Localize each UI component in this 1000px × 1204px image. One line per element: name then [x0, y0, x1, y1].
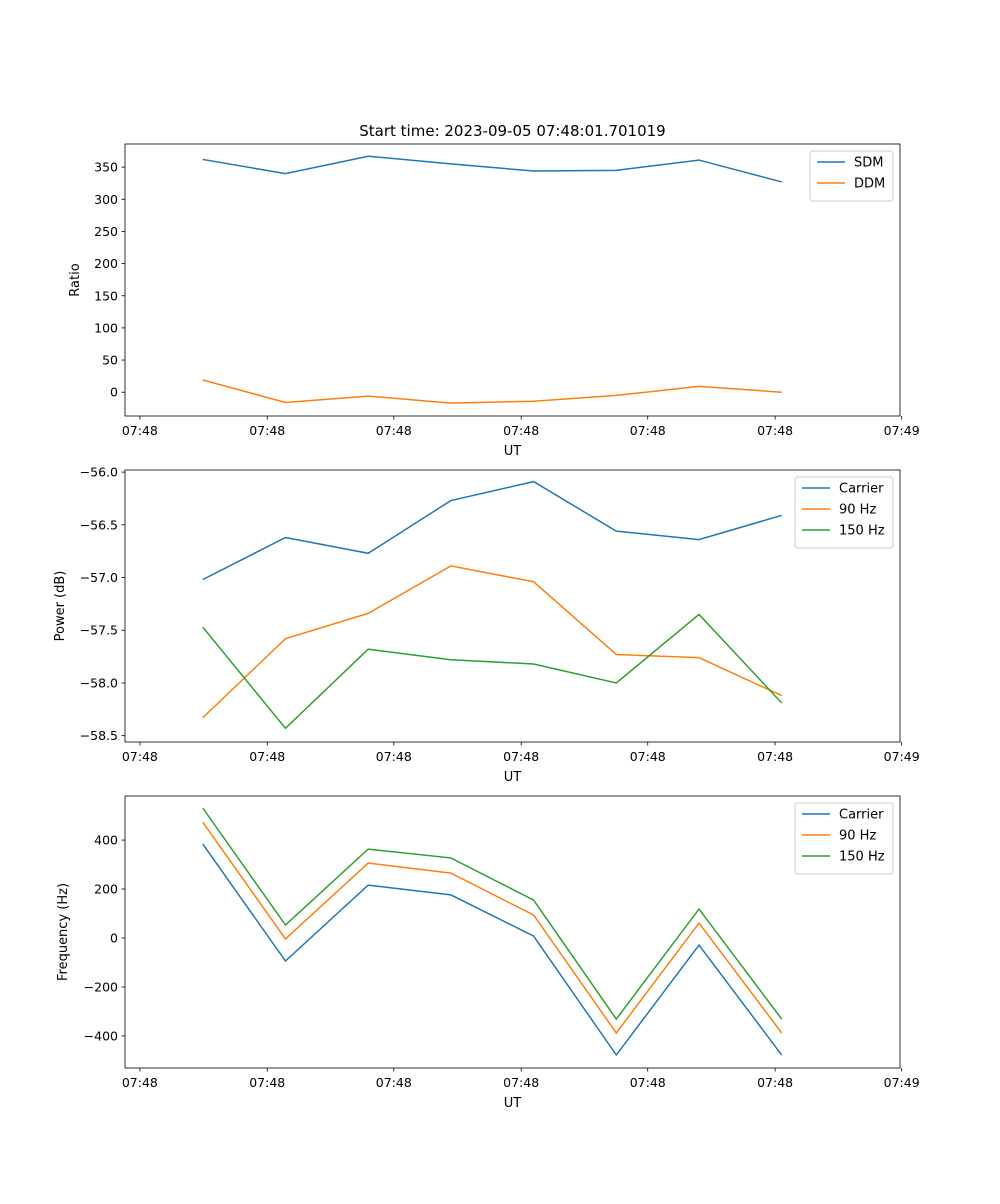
legend-label: 90 Hz — [839, 829, 876, 844]
subplot-3: 07:48 07:48 07:48 07:48 07:48 07:48 07:49 −400 −… — [56, 796, 920, 1111]
subplot-2: 07:48 07:48 07:48 07:48 07:48 07:48 07:49 −58.5… — [53, 465, 920, 785]
legend: Carrier 90 Hz 150 Hz — [795, 477, 893, 548]
series-line-carrier — [203, 482, 782, 580]
y-tick-label: 400 — [94, 833, 118, 848]
series-line-sdm — [203, 156, 782, 182]
y-tick-label: −400 — [84, 1028, 118, 1043]
y-tick-label: 100 — [94, 320, 118, 335]
x-tick-label: 07:48 — [122, 749, 158, 764]
x-tick-label: 07:48 — [376, 749, 412, 764]
legend: SDM DDM — [810, 151, 893, 201]
y-tick-label: −58.0 — [80, 675, 118, 690]
y-tick-label: 150 — [94, 288, 118, 303]
series-line-90-hz — [203, 566, 782, 718]
x-tick-label: 07:48 — [249, 749, 285, 764]
x-tick-label: 07:48 — [503, 749, 539, 764]
legend: Carrier 90 Hz 150 Hz — [795, 803, 893, 874]
y-tick-label: 200 — [94, 882, 118, 897]
axes-frame — [125, 470, 900, 742]
x-tick-label: 07:48 — [122, 423, 158, 438]
y-tick-label: −57.5 — [80, 623, 118, 638]
y-tick-label: 0 — [110, 385, 118, 400]
series-line-150-hz — [203, 614, 782, 728]
x-axis-label: UT — [504, 1096, 522, 1111]
x-tick-label: 07:48 — [122, 1075, 158, 1090]
x-tick-label: 07:49 — [884, 1075, 920, 1090]
y-tick-label: 200 — [94, 256, 118, 271]
legend-label: Carrier — [839, 482, 884, 497]
x-tick-label: 07:48 — [376, 1075, 412, 1090]
y-tick-label: 0 — [110, 930, 118, 945]
y-tick-label: −200 — [84, 979, 118, 994]
x-axis-label: UT — [504, 444, 522, 459]
x-tick-label: 07:48 — [249, 1075, 285, 1090]
x-tick-label: 07:48 — [757, 1075, 793, 1090]
x-tick-label: 07:48 — [249, 423, 285, 438]
y-tick-label: −56.5 — [80, 517, 118, 532]
y-axis-label: Power (dB) — [53, 571, 68, 642]
series-line-carrier — [203, 844, 782, 1055]
y-tick-label: 250 — [94, 224, 118, 239]
y-tick-label: 50 — [102, 353, 118, 368]
series-line-ddm — [203, 380, 782, 403]
legend-label: Carrier — [839, 808, 884, 823]
legend-label: SDM — [854, 156, 883, 171]
subplot-1: 07:48 07:48 07:48 07:48 07:48 07:48 07:49 0 50 10… — [68, 122, 920, 459]
x-tick-label: 07:48 — [630, 749, 666, 764]
axes-frame — [125, 796, 900, 1068]
x-tick-label: 07:48 — [757, 749, 793, 764]
axes-frame — [125, 144, 900, 416]
series-line-90-hz — [203, 822, 782, 1033]
x-tick-label: 07:48 — [503, 423, 539, 438]
y-tick-label: 350 — [94, 160, 118, 175]
x-tick-label: 07:48 — [376, 423, 412, 438]
y-tick-label: −56.0 — [80, 465, 118, 480]
x-tick-label: 07:49 — [884, 423, 920, 438]
x-axis-label: UT — [504, 770, 522, 785]
y-axis-label: Frequency (Hz) — [56, 883, 71, 981]
x-tick-label: 07:48 — [757, 423, 793, 438]
y-axis-label: Ratio — [68, 263, 83, 296]
x-tick-label: 07:48 — [630, 1075, 666, 1090]
legend-label: DDM — [854, 177, 885, 192]
series-line-150-hz — [203, 808, 782, 1019]
y-tick-label: 300 — [94, 192, 118, 207]
chart-title: Start time: 2023-09-05 07:48:01.701019 — [359, 122, 665, 140]
y-tick-label: −57.0 — [80, 570, 118, 585]
legend-label: 90 Hz — [839, 503, 876, 518]
legend-label: 150 Hz — [839, 524, 885, 539]
legend-label: 150 Hz — [839, 850, 885, 865]
y-tick-label: −58.5 — [80, 728, 118, 743]
x-tick-label: 07:48 — [503, 1075, 539, 1090]
x-tick-label: 07:48 — [630, 423, 666, 438]
x-tick-label: 07:49 — [884, 749, 920, 764]
